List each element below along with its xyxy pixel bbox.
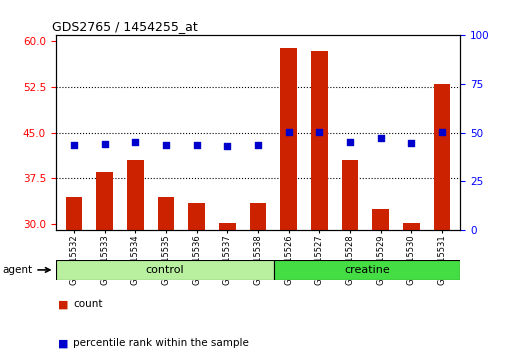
Point bbox=[437, 129, 445, 135]
Bar bbox=[372, 209, 388, 230]
Text: ■: ■ bbox=[58, 299, 69, 309]
Text: ■: ■ bbox=[58, 338, 69, 348]
Text: GDS2765 / 1454255_at: GDS2765 / 1454255_at bbox=[52, 20, 197, 33]
Bar bbox=[341, 160, 358, 230]
Bar bbox=[273, 260, 460, 280]
Bar bbox=[433, 84, 449, 230]
Point bbox=[315, 129, 323, 135]
Bar bbox=[402, 223, 419, 230]
Text: control: control bbox=[145, 265, 184, 275]
Point bbox=[376, 135, 384, 141]
Bar bbox=[311, 51, 327, 230]
Text: creatine: creatine bbox=[343, 265, 389, 275]
Text: percentile rank within the sample: percentile rank within the sample bbox=[73, 338, 249, 348]
Bar bbox=[249, 203, 266, 230]
Point bbox=[345, 140, 353, 145]
Point bbox=[284, 129, 292, 135]
Point bbox=[100, 142, 109, 147]
Point bbox=[223, 144, 231, 149]
Point bbox=[162, 143, 170, 148]
Point bbox=[254, 143, 262, 148]
Bar bbox=[188, 203, 205, 230]
Point bbox=[192, 143, 200, 148]
Point bbox=[407, 141, 415, 146]
Bar bbox=[158, 196, 174, 230]
Text: count: count bbox=[73, 299, 103, 309]
Bar bbox=[280, 47, 296, 230]
Bar bbox=[96, 172, 113, 230]
Bar bbox=[56, 260, 273, 280]
Point bbox=[70, 143, 78, 148]
Bar bbox=[219, 223, 235, 230]
Bar bbox=[127, 160, 143, 230]
Bar bbox=[66, 196, 82, 230]
Text: agent: agent bbox=[3, 265, 33, 275]
Point bbox=[131, 140, 139, 145]
